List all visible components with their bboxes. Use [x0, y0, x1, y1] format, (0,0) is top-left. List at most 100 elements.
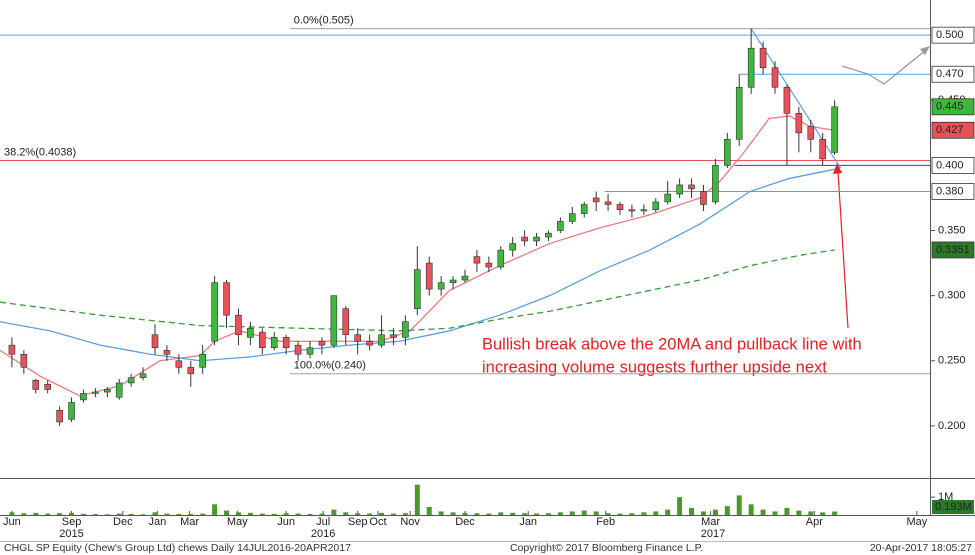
candle-body	[771, 67, 779, 88]
x-tick-label: Jan	[149, 516, 167, 528]
value-tag-label: 0.3351	[936, 244, 970, 256]
candle-body	[795, 113, 803, 134]
volume-bar	[426, 506, 432, 515]
value-tag	[931, 65, 975, 83]
y-tick-label: 0.300	[938, 290, 966, 302]
x-tick-label: Dec	[113, 516, 133, 528]
candle-body	[342, 308, 350, 336]
volume-bar	[760, 509, 766, 515]
year-label: 2016	[311, 528, 335, 540]
footer-right: 20-Apr-2017 18:05:27	[870, 542, 972, 554]
volume-bar	[605, 513, 611, 515]
candle-body	[366, 340, 373, 346]
volume-bar	[402, 513, 408, 515]
volume-bar	[772, 511, 778, 515]
level-label: 38.2%(0.4038)	[4, 146, 76, 158]
volume-bar	[498, 512, 504, 515]
candle-body	[163, 350, 171, 355]
candle-body	[819, 139, 826, 160]
forecast-arrowhead	[920, 46, 930, 55]
candle-body	[676, 184, 683, 195]
x-tick-label: Sep	[348, 516, 368, 528]
forecast-arrow	[841, 49, 927, 85]
candle-body	[318, 340, 326, 346]
volume-bar	[235, 512, 241, 515]
volume-bar	[677, 497, 683, 515]
x-tick-label: May	[906, 516, 927, 528]
candle-body	[139, 373, 147, 379]
volume-bar	[569, 511, 575, 515]
candle-body	[56, 409, 63, 423]
volume-bar	[832, 511, 838, 515]
volume-bar	[414, 484, 420, 515]
candle-body	[604, 201, 612, 205]
volume-bar	[486, 513, 492, 515]
candle-body	[712, 165, 719, 203]
volume-bar	[116, 513, 122, 515]
volume-bar	[307, 513, 313, 515]
candle-body	[747, 47, 755, 88]
volume-bar	[140, 514, 146, 515]
candle-body	[151, 334, 159, 349]
volume-bar	[331, 509, 337, 515]
x-tick-label: Jul	[316, 516, 330, 528]
volume-bar	[200, 513, 206, 515]
volume-bar	[69, 512, 75, 515]
volume-bar	[259, 513, 265, 515]
annotation-line: Bullish break above the 20MA and pullbac…	[482, 335, 862, 353]
candle-body	[461, 275, 469, 281]
value-tag-label: 0.400	[936, 159, 964, 171]
volume-bar	[617, 513, 623, 515]
candle-body	[545, 232, 552, 238]
volume-bar	[510, 512, 516, 515]
volume-bar	[33, 512, 39, 515]
level-label: 0.0%(0.505)	[294, 15, 354, 27]
candle-body	[127, 377, 135, 384]
candle-body	[688, 184, 695, 190]
candle-body	[44, 383, 51, 390]
footer-center: Copyright© 2017 Bloomberg Finance L.P.	[510, 542, 703, 554]
candle-body	[223, 282, 230, 316]
value-tag	[932, 500, 974, 514]
candle-body	[485, 262, 493, 268]
candle-body	[664, 193, 671, 203]
candle-body	[282, 337, 290, 349]
volume-bar	[534, 513, 540, 515]
value-tag	[931, 121, 975, 139]
volume-bar	[164, 513, 170, 515]
candle-body	[414, 269, 421, 309]
volume-bar	[9, 512, 15, 515]
x-tick-label: Sep	[62, 516, 82, 528]
volume-bar	[450, 512, 456, 515]
volume-bar	[557, 512, 563, 515]
candle-body	[700, 191, 707, 205]
volume-bar	[379, 512, 385, 515]
moving-average	[0, 168, 835, 362]
volume-bar	[45, 513, 51, 515]
volume-bar	[784, 507, 790, 515]
volume-bar	[247, 512, 253, 515]
candle-body	[831, 106, 838, 153]
volume-bar	[653, 511, 659, 515]
candle-body	[115, 382, 123, 398]
candle-body	[211, 282, 218, 342]
x-tick-label: Mar	[180, 516, 199, 528]
candle-body	[390, 334, 397, 338]
volume-bar	[522, 513, 528, 515]
x-tick-label: Jun	[3, 516, 21, 528]
candle-body	[20, 353, 28, 368]
candle-body	[187, 366, 195, 375]
footer-left: CHGL SP Equity (Chew's Group Ltd) chews …	[4, 542, 351, 554]
volume-bar	[295, 513, 301, 515]
annotation-arrowhead	[833, 163, 842, 174]
candle-body	[199, 353, 206, 368]
candle-body	[569, 213, 576, 222]
value-tag	[931, 157, 975, 174]
volume-bar	[545, 513, 551, 515]
volume-bar	[271, 513, 277, 515]
candle-body	[80, 393, 87, 401]
volume-bar	[367, 513, 373, 515]
candle-body	[652, 201, 660, 210]
y-tick-label: 0.350	[938, 224, 966, 236]
year-label: 2015	[59, 528, 83, 540]
